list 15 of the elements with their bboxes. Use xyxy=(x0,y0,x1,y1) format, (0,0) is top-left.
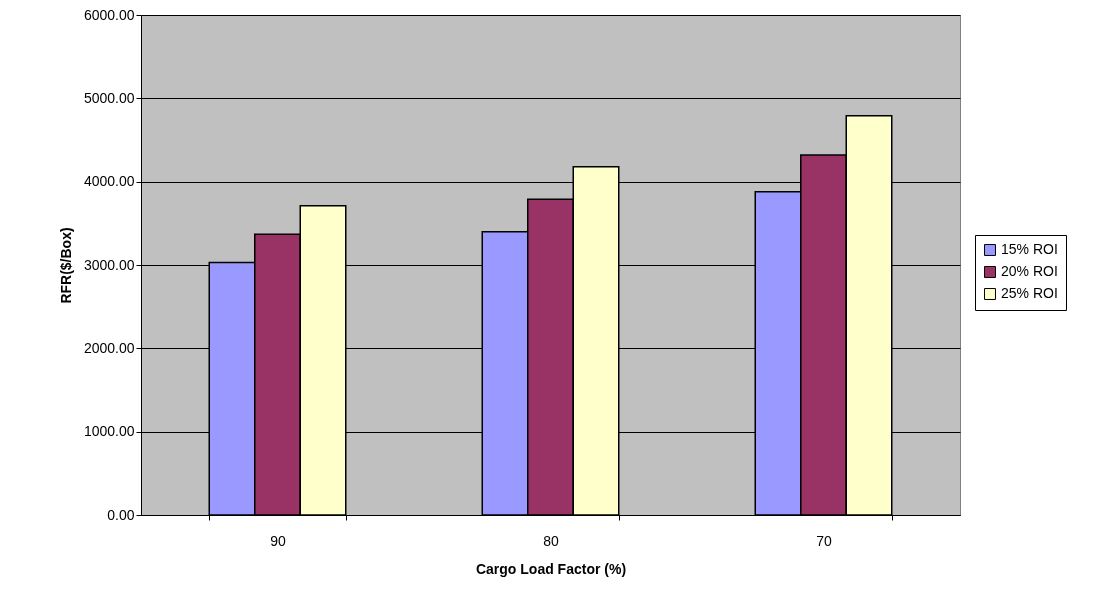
y-tick-label: 2000.00 xyxy=(83,339,135,356)
y-tick-label: 1000.00 xyxy=(83,423,135,440)
legend-label: 15% ROI xyxy=(1001,241,1058,257)
y-tick-label: 5000.00 xyxy=(83,89,135,106)
y-tick-label: 3000.00 xyxy=(83,256,135,273)
y-axis-title: RFR($/Box) xyxy=(57,227,74,304)
y-tick-label: 4000.00 xyxy=(83,173,135,190)
x-axis-title: Cargo Load Factor (%) xyxy=(475,560,627,577)
y-tick-label: 6000.00 xyxy=(83,6,135,23)
x-tick-label: 80 xyxy=(543,532,559,549)
x-tick-label: 70 xyxy=(816,532,832,549)
y-tick-label: 0.00 xyxy=(107,506,135,523)
legend-label: 20% ROI xyxy=(1001,263,1058,279)
x-tick-label: 90 xyxy=(270,532,286,549)
legend-label: 25% ROI xyxy=(1001,285,1058,301)
